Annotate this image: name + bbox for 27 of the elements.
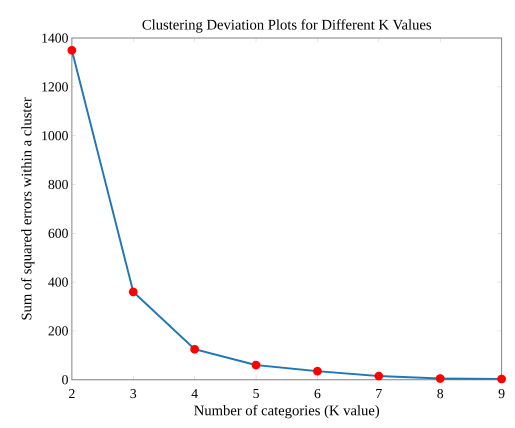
y-tick-label: 400 — [48, 278, 68, 287]
y-axis-title: Sum of squared errors within a cluster — [21, 98, 34, 320]
point — [128, 288, 138, 296]
x-tick-label: 5 — [253, 389, 259, 398]
x-tick-label: 3 — [130, 389, 136, 398]
x-tick-label: 7 — [376, 389, 382, 398]
x-tick-label: 8 — [437, 389, 444, 398]
chart-title: Clustering Deviation Plots for Different K Values — [142, 19, 432, 33]
point — [67, 46, 76, 55]
y-tick-label: 200 — [48, 326, 68, 336]
y-tick-label: 600 — [48, 228, 68, 238]
point — [252, 360, 260, 370]
y-tick-label: 1000 — [42, 131, 68, 140]
point — [313, 366, 322, 376]
point — [374, 372, 384, 381]
x-tick-label: 2 — [69, 389, 75, 398]
y-tick-label: 1400 — [42, 34, 68, 43]
x-axis-title: Number of categories (K value) — [194, 405, 380, 419]
point — [436, 374, 445, 384]
x-tick-label: 6 — [314, 389, 320, 398]
x-tick-label: 9 — [498, 389, 504, 398]
y-tick-label: 0 — [62, 375, 68, 385]
point — [497, 374, 506, 384]
y-tick-label: 800 — [48, 180, 68, 190]
y-tick-label: 1200 — [42, 82, 68, 92]
point — [190, 345, 200, 354]
x-tick-label: 4 — [192, 389, 198, 398]
